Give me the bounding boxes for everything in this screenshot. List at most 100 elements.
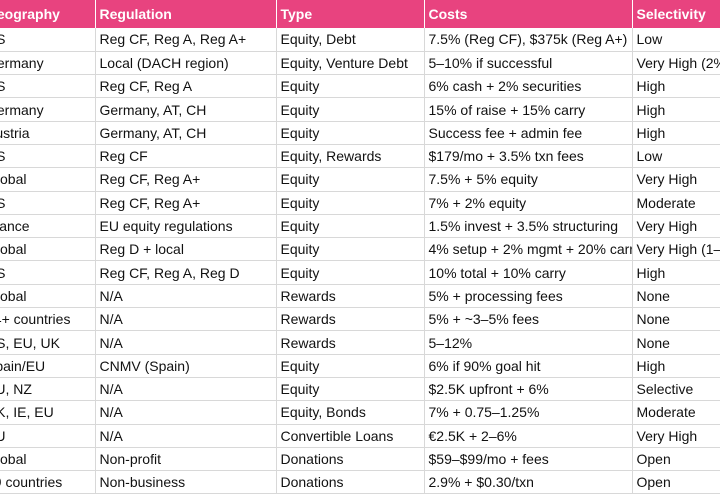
- cell-geography: UK, IE, EU: [0, 400, 96, 425]
- cell-selectivity: Very High: [632, 167, 720, 192]
- cell-geography: US: [0, 144, 96, 169]
- cell-type: Rewards: [276, 307, 425, 332]
- cell-geography: US: [0, 260, 96, 285]
- cell-selectivity: Very High (1–: [632, 237, 720, 262]
- header-type: Type: [276, 0, 425, 28]
- cell-regulation: N/A: [95, 400, 277, 425]
- cell-type: Convertible Loans: [276, 424, 425, 448]
- cell-geography: Global: [0, 237, 96, 262]
- cell-selectivity: Very High (2%): [632, 51, 720, 76]
- cell-costs: 5–12%: [424, 330, 633, 355]
- cell-selectivity: High: [632, 260, 720, 285]
- cell-regulation: Reg D + local: [95, 237, 277, 262]
- cell-type: Equity, Venture Debt: [276, 51, 425, 76]
- cell-costs: 7% + 2% equity: [424, 191, 633, 215]
- cell-selectivity: Low: [632, 144, 720, 169]
- table-row: USReg CF, Reg A, Reg A+Equity, Debt7.5% …: [0, 28, 720, 52]
- cell-costs: 7.5% + 5% equity: [424, 167, 633, 192]
- cell-selectivity: Very High: [632, 424, 720, 448]
- cell-selectivity: High: [632, 354, 720, 378]
- cell-selectivity: Low: [632, 28, 720, 52]
- cell-costs: 7.5% (Reg CF), $375k (Reg A+): [424, 28, 633, 52]
- cell-costs: 5% + ~3–5% fees: [424, 307, 633, 332]
- cell-selectivity: Open: [632, 470, 720, 495]
- cell-selectivity: None: [632, 307, 720, 332]
- cell-geography: EU: [0, 424, 96, 448]
- cell-type: Equity, Rewards: [276, 144, 425, 169]
- cell-type: Equity: [276, 167, 425, 192]
- cell-regulation: Germany, AT, CH: [95, 121, 277, 145]
- cell-regulation: Reg CF, Reg A, Reg A+: [95, 28, 277, 52]
- cell-regulation: Reg CF, Reg A+: [95, 191, 277, 215]
- cell-regulation: Non-business: [95, 470, 277, 495]
- cell-type: Equity: [276, 214, 425, 239]
- cell-costs: 2.9% + $0.30/txn: [424, 470, 633, 495]
- table-row: GermanyLocal (DACH region)Equity, Ventur…: [0, 51, 720, 76]
- cell-selectivity: High: [632, 121, 720, 145]
- cell-regulation: N/A: [95, 330, 277, 355]
- cell-regulation: N/A: [95, 284, 277, 309]
- cell-selectivity: Moderate: [632, 191, 720, 215]
- cell-geography: Austria: [0, 121, 96, 145]
- header-selectivity: Selectivity: [632, 0, 720, 28]
- cell-type: Equity, Debt: [276, 28, 425, 52]
- cell-type: Donations: [276, 470, 425, 495]
- cell-type: Equity: [276, 237, 425, 262]
- cell-type: Equity: [276, 354, 425, 378]
- cell-regulation: N/A: [95, 424, 277, 448]
- cell-regulation: Reg CF, Reg A+: [95, 167, 277, 192]
- cell-costs: 10% total + 10% carry: [424, 260, 633, 285]
- cell-type: Equity: [276, 97, 425, 122]
- cell-geography: US: [0, 74, 96, 99]
- cell-selectivity: High: [632, 74, 720, 99]
- cell-type: Rewards: [276, 284, 425, 309]
- cell-geography: 19 countries: [0, 470, 96, 495]
- cell-costs: $59–$99/mo + fees: [424, 447, 633, 472]
- cell-selectivity: Moderate: [632, 400, 720, 425]
- cell-geography: AU, NZ: [0, 377, 96, 402]
- cell-selectivity: High: [632, 97, 720, 122]
- cell-regulation: Reg CF, Reg A, Reg D: [95, 260, 277, 285]
- cell-regulation: Germany, AT, CH: [95, 97, 277, 122]
- cell-geography: Germany: [0, 51, 96, 76]
- cell-costs: 4% setup + 2% mgmt + 20% carry: [424, 237, 633, 262]
- cell-selectivity: Very High: [632, 214, 720, 239]
- cell-geography: US: [0, 28, 96, 52]
- cell-selectivity: None: [632, 284, 720, 309]
- cell-type: Equity: [276, 377, 425, 402]
- cell-costs: 5–10% if successful: [424, 51, 633, 76]
- header-costs: Costs: [424, 0, 633, 28]
- cell-costs: 7% + 0.75–1.25%: [424, 400, 633, 425]
- table-body: USReg CF, Reg A, Reg A+Equity, Debt7.5% …: [0, 28, 720, 495]
- cell-geography: 24+ countries: [0, 307, 96, 332]
- cell-type: Equity: [276, 191, 425, 215]
- cell-regulation: EU equity regulations: [95, 214, 277, 239]
- cell-type: Rewards: [276, 330, 425, 355]
- cell-geography: Global: [0, 284, 96, 309]
- cell-selectivity: Selective: [632, 377, 720, 402]
- cell-regulation: Non-profit: [95, 447, 277, 472]
- cell-regulation: Local (DACH region): [95, 51, 277, 76]
- cell-costs: 15% of raise + 15% carry: [424, 97, 633, 122]
- cell-geography: France: [0, 214, 96, 239]
- cell-selectivity: Open: [632, 447, 720, 472]
- cell-costs: $179/mo + 3.5% txn fees: [424, 144, 633, 169]
- cell-regulation: Reg CF: [95, 144, 277, 169]
- cell-type: Equity: [276, 260, 425, 285]
